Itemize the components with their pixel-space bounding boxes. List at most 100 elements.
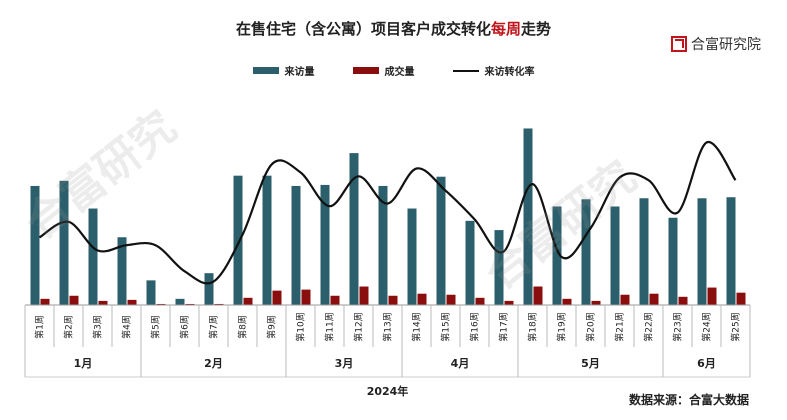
bar-visits-18 (523, 128, 533, 305)
month-label-5: 5月 (581, 357, 600, 370)
bar-deals-22 (649, 293, 659, 305)
week-label-15: 第15周 (440, 312, 452, 341)
bar-visits-3 (88, 208, 98, 305)
week-label-9: 第9周 (266, 315, 278, 339)
bar-deals-23 (678, 296, 688, 305)
bar-deals-5 (156, 303, 166, 305)
week-label-14: 第14周 (411, 312, 423, 341)
bar-visits-25 (726, 197, 736, 305)
bar-visits-14 (407, 208, 417, 305)
bar-visits-2 (59, 180, 69, 305)
brand-logo: 合富研究院 (671, 34, 761, 54)
week-label-1: 第1周 (34, 315, 46, 339)
bar-visits-21 (610, 206, 620, 305)
week-label-23: 第23周 (672, 312, 684, 341)
legend-item-visits: 来访量 (252, 63, 315, 78)
month-label-1: 1月 (74, 357, 93, 370)
bar-visits-11 (320, 184, 330, 305)
bar-visits-1 (30, 185, 40, 305)
legend-label-rate: 来访转化率 (484, 67, 535, 78)
bar-deals-7 (214, 303, 224, 305)
legend-item-deals: 成交量 (352, 63, 415, 78)
bar-deals-20 (591, 300, 601, 305)
legend-label-visits: 来访量 (284, 67, 315, 78)
week-label-16: 第16周 (469, 312, 481, 341)
week-label-20: 第20周 (585, 312, 597, 341)
week-label-3: 第3周 (92, 315, 104, 339)
week-label-4: 第4周 (121, 315, 133, 339)
month-label-4: 4月 (451, 357, 470, 370)
week-label-13: 第13周 (382, 312, 394, 341)
bar-visits-5 (146, 280, 156, 305)
legend-label-deals: 成交量 (384, 67, 415, 78)
chart-title: 在售住宅（含公寓）项目客户成交转化每周走势 (0, 18, 787, 39)
week-label-22: 第22周 (643, 312, 655, 341)
bar-deals-10 (301, 289, 311, 305)
bar-visits-24 (697, 198, 707, 305)
week-label-19: 第19周 (556, 312, 568, 341)
bar-deals-17 (504, 300, 514, 305)
year-label: 2024年 (367, 384, 409, 398)
week-label-18: 第18周 (527, 312, 539, 341)
bar-visits-19 (552, 206, 562, 305)
title-highlight: 每周 (490, 20, 521, 38)
chart-legend: 来访量 成交量 来访转化率 (0, 63, 787, 78)
bar-deals-21 (620, 294, 630, 305)
bar-deals-1 (40, 298, 50, 305)
legend-swatch-visits (252, 67, 279, 74)
bar-visits-20 (581, 199, 591, 305)
month-label-3: 3月 (335, 357, 354, 370)
week-label-6: 第6周 (179, 315, 191, 339)
week-label-24: 第24周 (701, 312, 713, 341)
bar-deals-14 (417, 293, 427, 305)
bar-deals-8 (243, 297, 253, 305)
bar-visits-9 (262, 175, 272, 305)
bar-deals-6 (185, 303, 195, 305)
week-label-7: 第7周 (208, 315, 220, 339)
bar-deals-12 (359, 286, 369, 305)
week-label-10: 第10周 (295, 312, 307, 341)
bar-deals-4 (127, 299, 137, 305)
legend-swatch-rate (452, 69, 479, 72)
week-label-2: 第2周 (63, 315, 75, 339)
title-tail: 走势 (521, 20, 552, 38)
data-source: 数据来源：合富大数据 (628, 393, 749, 407)
week-label-11: 第11周 (324, 312, 336, 341)
legend-item-rate: 来访转化率 (452, 63, 535, 78)
bar-visits-13 (378, 185, 388, 305)
bar-visits-12 (349, 153, 359, 305)
week-label-5: 第5周 (150, 315, 162, 339)
bar-deals-15 (446, 294, 456, 305)
bar-visits-6 (175, 298, 185, 305)
bar-visits-8 (233, 175, 243, 305)
bar-visits-15 (436, 176, 446, 305)
month-label-6: 6月 (697, 357, 716, 370)
week-label-17: 第17周 (498, 312, 510, 341)
line-conversion-rate (38, 141, 737, 285)
bar-visits-22 (639, 198, 649, 305)
bar-deals-13 (388, 295, 398, 305)
bar-deals-2 (69, 295, 79, 305)
bar-deals-19 (562, 298, 572, 305)
bar-visits-17 (494, 230, 504, 305)
bar-deals-16 (475, 297, 485, 305)
bar-deals-25 (736, 292, 746, 305)
week-label-12: 第12周 (353, 312, 365, 341)
brand-mark-icon (671, 36, 687, 52)
bar-visits-7 (204, 273, 214, 305)
week-label-25: 第25周 (730, 312, 742, 341)
title-main: 在售住宅（含公寓）项目客户成交转化 (235, 20, 491, 38)
bar-visits-23 (668, 217, 678, 305)
month-label-2: 2月 (204, 357, 223, 370)
week-label-21: 第21周 (614, 312, 626, 341)
bar-deals-24 (707, 287, 717, 305)
bar-visits-10 (291, 185, 301, 305)
legend-swatch-deals (352, 67, 379, 74)
bar-deals-9 (272, 290, 282, 305)
bar-deals-18 (533, 286, 543, 305)
bar-visits-4 (117, 237, 127, 305)
week-label-8: 第8周 (237, 315, 249, 339)
brand-name: 合富研究院 (691, 37, 761, 53)
bar-deals-11 (330, 295, 340, 305)
